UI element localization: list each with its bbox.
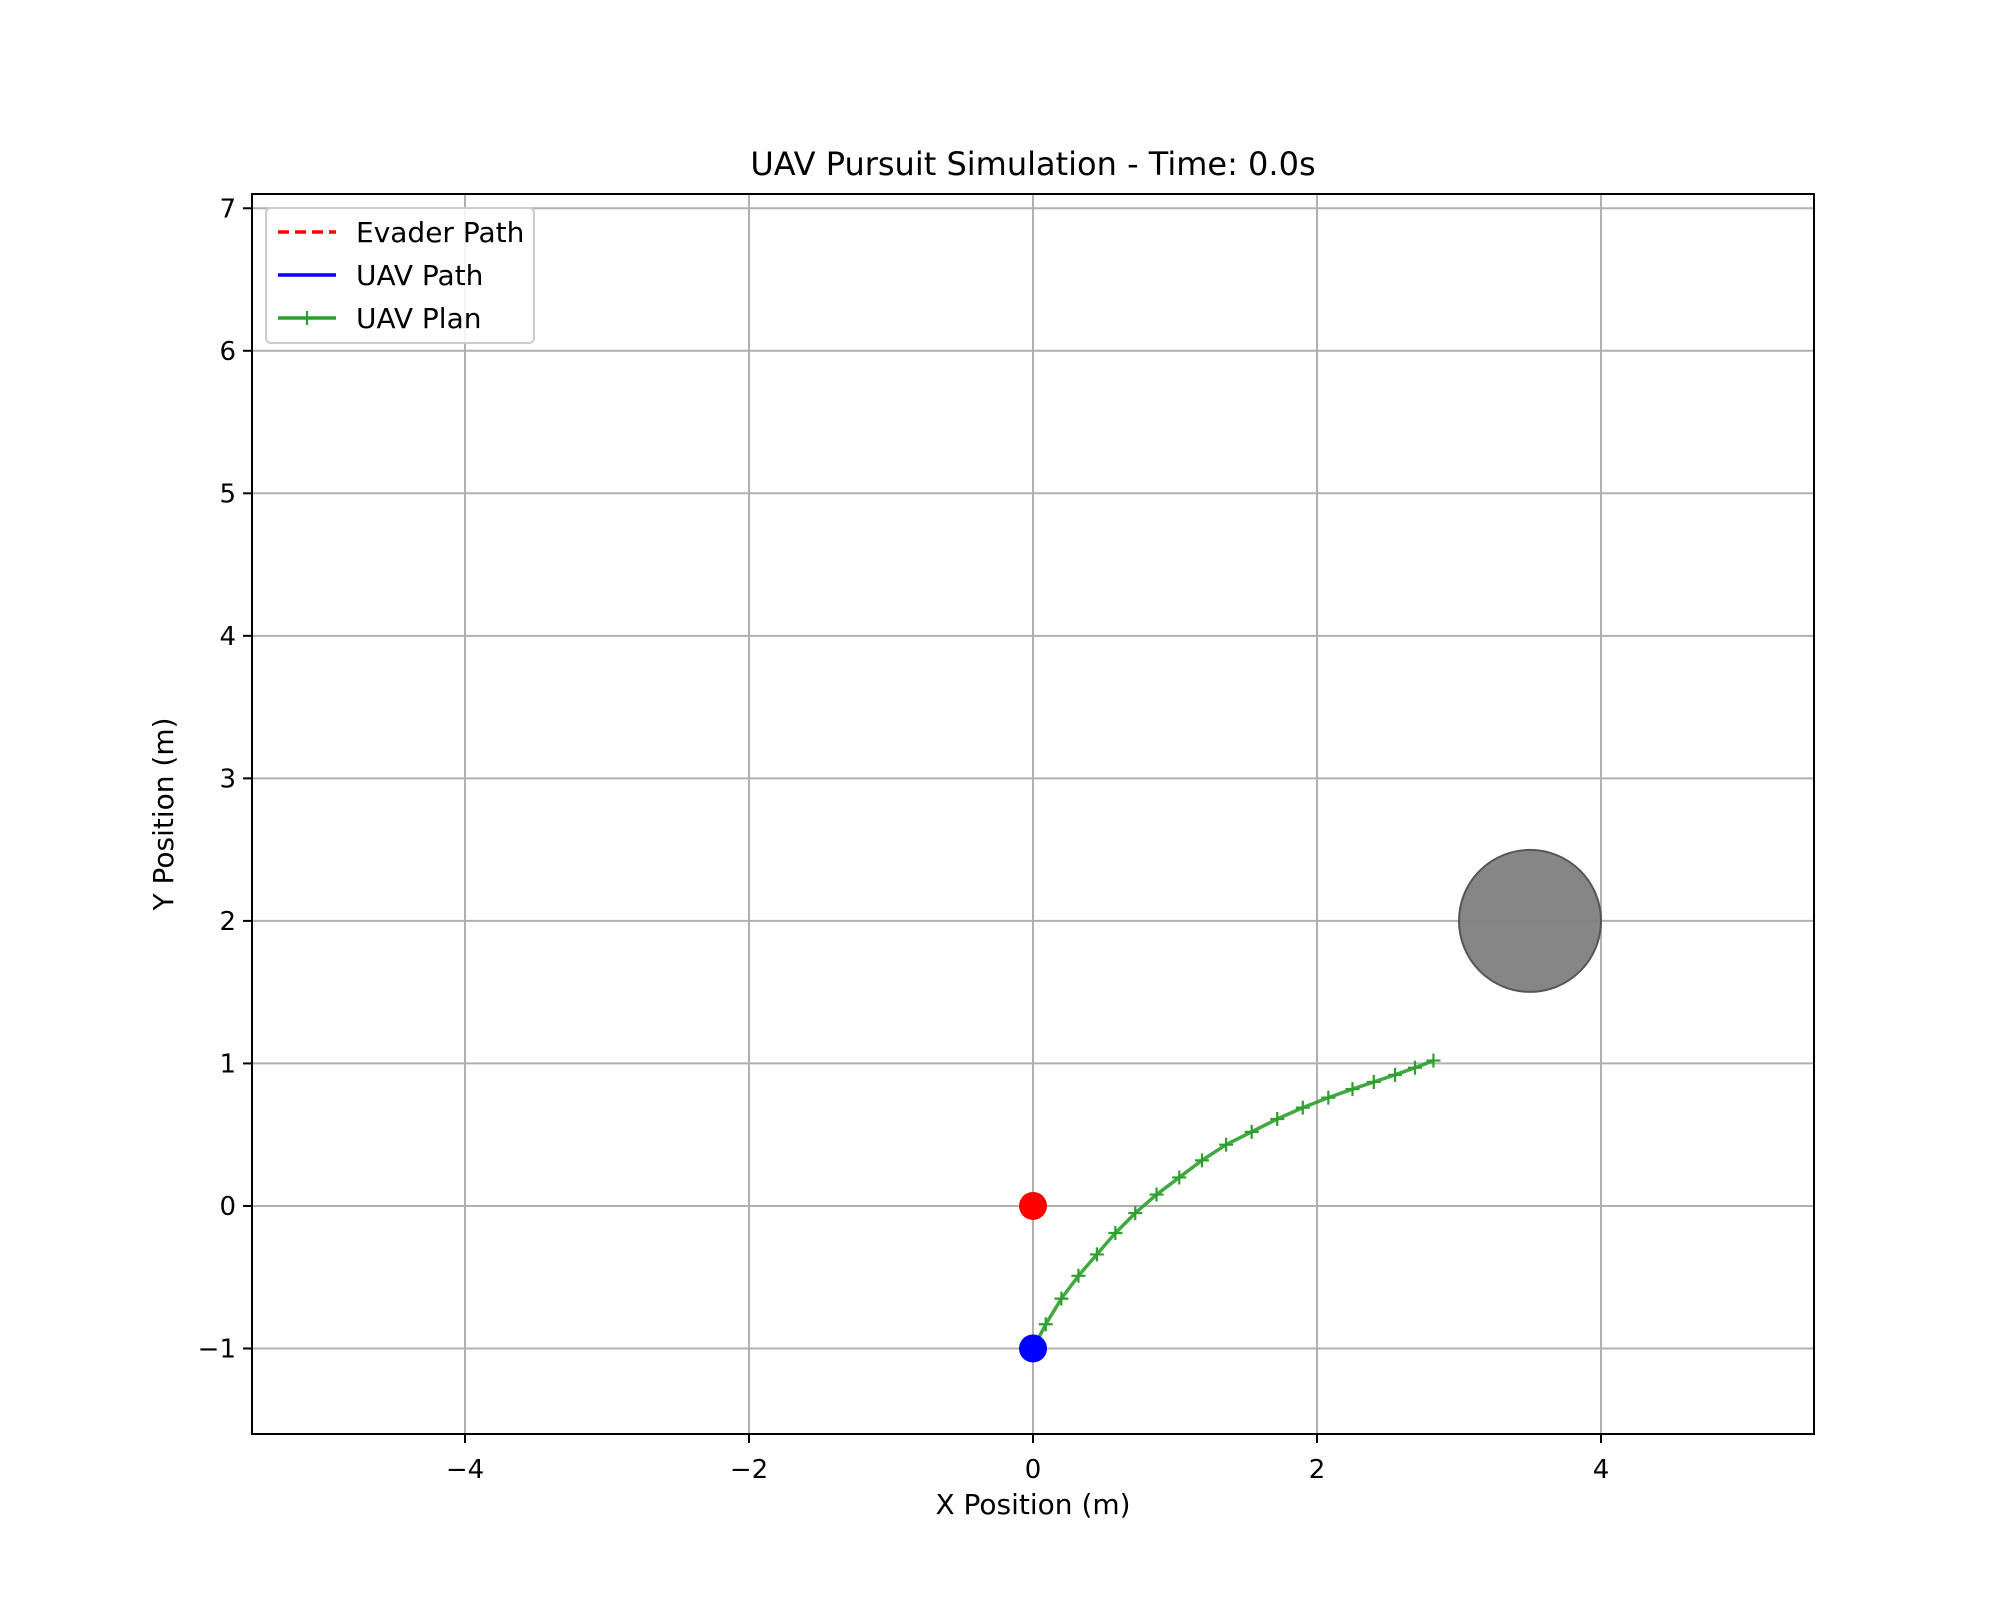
uav-plan-marker [1172, 1170, 1187, 1185]
y-tick-label: 5 [219, 479, 236, 509]
y-tick-label: 0 [219, 1192, 236, 1222]
uav-plan-marker [1194, 1153, 1209, 1168]
uav-plan-marker [1426, 1053, 1441, 1068]
uav-plan-marker [1321, 1090, 1336, 1105]
x-tick-label: 2 [1309, 1455, 1326, 1485]
uav-plan-marker [1270, 1112, 1285, 1127]
x-tick-label: 4 [1593, 1455, 1610, 1485]
axis-ticks: −4 −2 0 2 4 −1 0 1 2 3 4 5 6 7 [198, 194, 1610, 1485]
legend-label: Evader Path [356, 216, 524, 249]
uav-plan-marker [1054, 1291, 1069, 1306]
y-tick-label: −1 [198, 1334, 236, 1364]
uav-plan-marker [1388, 1067, 1403, 1082]
y-tick-label: 6 [219, 337, 236, 367]
x-tick-label: −4 [446, 1455, 484, 1485]
uav-plan-marker [1108, 1226, 1123, 1241]
y-tick-label: 1 [219, 1049, 236, 1079]
uav-plan-marker [1407, 1060, 1422, 1075]
uav-plan-marker [1038, 1317, 1053, 1332]
uav-plan-marker [1089, 1247, 1104, 1262]
plot-area [1019, 848, 1814, 1363]
uav-plan-marker [1149, 1187, 1164, 1202]
y-tick-label: 2 [219, 907, 236, 937]
uav-plan-marker [1295, 1100, 1310, 1115]
x-axis-label: X Position (m) [935, 1488, 1130, 1521]
legend-label: UAV Path [356, 259, 483, 292]
y-axis-label: Y Position (m) [147, 717, 180, 911]
x-tick-label: −2 [730, 1455, 768, 1485]
uav-plan-marker [1128, 1206, 1143, 1221]
chart-title: UAV Pursuit Simulation - Time: 0.0s [750, 145, 1315, 183]
uav-plan-marker [1345, 1082, 1360, 1097]
grid [252, 194, 1814, 1434]
legend: Evader Path UAV Path UAV Plan [265, 207, 535, 344]
y-tick-label: 7 [219, 194, 236, 224]
legend-label: UAV Plan [356, 302, 481, 335]
uav-plan-marker [1366, 1074, 1381, 1089]
uav-plan-line [1031, 1058, 1435, 1350]
uav-plan-marker [1071, 1268, 1086, 1283]
evader-position-marker [1019, 1191, 1047, 1220]
uav-plan-marker [1219, 1137, 1234, 1152]
uav-plan-marker [1244, 1124, 1259, 1139]
x-tick-label: 0 [1025, 1455, 1042, 1485]
uav-position-marker [1019, 1334, 1047, 1363]
y-tick-label: 4 [219, 622, 236, 652]
legend-swatch-marker [300, 311, 314, 325]
legend-box [265, 207, 535, 344]
obstacle-circle [1458, 848, 1602, 993]
y-tick-label: 3 [219, 764, 236, 794]
